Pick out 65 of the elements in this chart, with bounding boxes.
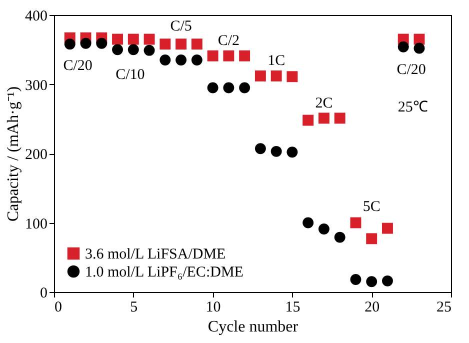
point xyxy=(239,50,250,62)
point xyxy=(366,276,378,288)
point xyxy=(334,232,346,243)
point xyxy=(239,82,250,94)
annotation: C/20 xyxy=(396,62,426,78)
y-tick-label: 0 xyxy=(40,286,48,302)
point xyxy=(207,50,218,62)
point xyxy=(176,54,187,66)
y-tick-label: 300 xyxy=(25,78,48,94)
point xyxy=(80,38,92,49)
point xyxy=(144,34,155,45)
point xyxy=(128,34,139,45)
point xyxy=(302,114,314,126)
y-tick-label: 200 xyxy=(25,147,48,163)
x-tick-label: 15 xyxy=(285,300,300,316)
annotation: 5C xyxy=(362,199,380,216)
point xyxy=(366,233,378,244)
point xyxy=(254,70,266,82)
point xyxy=(286,146,298,158)
point xyxy=(160,54,171,66)
point xyxy=(112,34,123,45)
point xyxy=(302,217,314,228)
point xyxy=(382,275,393,286)
point xyxy=(144,44,155,56)
point xyxy=(414,42,425,54)
point xyxy=(350,217,362,228)
point xyxy=(286,71,298,82)
point xyxy=(254,143,266,154)
point xyxy=(191,38,202,50)
point xyxy=(270,146,282,157)
legend-label: 3.6 mol/L LiFSA/DME xyxy=(85,246,226,262)
annotation: 25℃ xyxy=(398,99,428,116)
x-axis-title: Cycle number xyxy=(208,318,299,336)
point xyxy=(334,112,346,124)
x-tick-label: 0 xyxy=(54,300,62,316)
point xyxy=(176,38,187,50)
x-tick-label: 20 xyxy=(364,300,380,316)
point xyxy=(160,38,171,50)
point xyxy=(207,82,218,94)
point xyxy=(350,274,362,285)
point xyxy=(223,50,234,62)
annotation: 1C xyxy=(268,53,286,70)
point xyxy=(191,54,202,66)
annotation: C/5 xyxy=(170,18,192,34)
point xyxy=(270,70,282,82)
y-tick-label: 400 xyxy=(25,8,48,24)
y-tick-label: 100 xyxy=(25,216,48,232)
legend-label: 1.0 mol/L LiPF₆/EC:DME xyxy=(85,264,244,280)
x-tick-label: 5 xyxy=(130,300,138,316)
annotation: 2C xyxy=(315,95,333,112)
y-axis-title: Capacity / (mAh·g⁻¹) xyxy=(5,86,22,222)
x-tick-label: 10 xyxy=(206,300,221,316)
point xyxy=(112,44,123,56)
point xyxy=(318,224,330,234)
point xyxy=(223,82,234,94)
point xyxy=(128,44,139,56)
x-tick-label: 25 xyxy=(436,300,452,316)
annotation: C/10 xyxy=(116,66,145,83)
annotation: C/20 xyxy=(63,58,92,74)
point xyxy=(64,38,76,50)
annotation: C/2 xyxy=(218,32,240,49)
point xyxy=(398,41,409,52)
point xyxy=(382,222,393,234)
point xyxy=(318,112,330,124)
point xyxy=(96,38,108,49)
